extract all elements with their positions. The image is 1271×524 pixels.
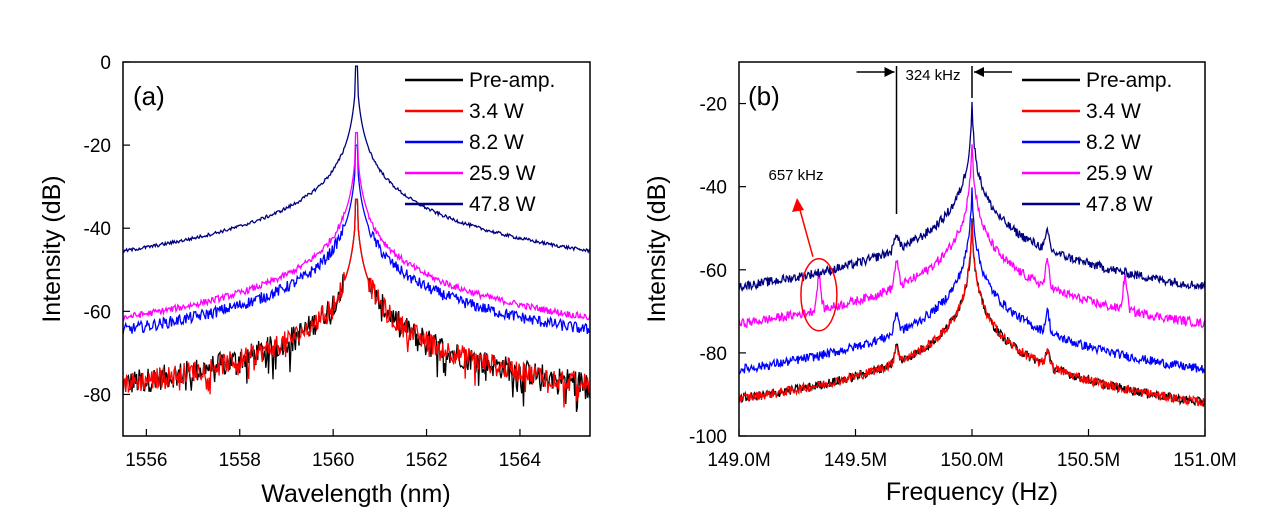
legend-label: Pre-amp. [1086, 69, 1172, 92]
panel-b-x-axis-title: Frequency (Hz) [886, 478, 1058, 506]
x-tick-label: 150.5M [1057, 450, 1120, 471]
x-tick-label: 149.5M [824, 450, 887, 471]
y-tick-label: -40 [700, 178, 727, 199]
x-tick-label: 1564 [499, 450, 542, 471]
panel-a-label: (a) [133, 81, 165, 111]
panel-b-label: (b) [748, 81, 780, 111]
series-line-47-8-w [739, 101, 1205, 293]
legend-label: 25.9 W [469, 162, 536, 185]
panel-b-series [739, 101, 1205, 408]
series-line-25-9-w [123, 131, 590, 321]
x-tick-label: 1558 [219, 450, 261, 471]
panel-a-ticks: 1556 1558 1560 1562 1564 0 -20 -40 -60 -80 [84, 53, 542, 471]
panel-b-annotations: 324 kHz 657 kHz [768, 66, 1012, 332]
sideband-highlight-ellipse [800, 257, 838, 332]
panel-b-plot-frame [738, 61, 1206, 437]
y-tick-label: -40 [84, 219, 111, 240]
panel-b-legend: Pre-amp. 3.4 W 8.2 W 25.9 W 47.8 W [1022, 69, 1172, 216]
legend-label: 3.4 W [1086, 100, 1141, 123]
y-tick-label: -60 [84, 302, 111, 323]
series-line-47-8-w [123, 65, 590, 254]
y-tick-label: -60 [700, 261, 727, 282]
panel-a-legend: Pre-amp. 3.4 W 8.2 W 25.9 W 47.8 W [405, 69, 555, 216]
panel-b-chart: 149.0M 149.5M 150.0M 150.5M 151.0M -20 -40 -60 -… [643, 61, 1237, 506]
legend-label: 47.8 W [1086, 193, 1153, 216]
sideband-annotation-label: 657 kHz [768, 167, 823, 184]
x-tick-label: 151.0M [1173, 450, 1236, 471]
x-tick-label: 1556 [125, 450, 167, 471]
legend-label: 8.2 W [1086, 131, 1141, 154]
legend-label: 25.9 W [1086, 162, 1153, 185]
legend-label: 47.8 W [469, 193, 536, 216]
y-tick-label: -100 [689, 427, 727, 448]
y-tick-label: -80 [84, 385, 111, 406]
spacing-annotation-label: 324 kHz [905, 67, 960, 84]
spacing-arrowhead-left [884, 67, 895, 77]
panel-b-ticks: 149.0M 149.5M 150.0M 150.5M 151.0M -20 -40 -60 -… [689, 95, 1237, 471]
series-line-3-4-w [123, 198, 590, 408]
x-tick-label: 1560 [312, 450, 354, 471]
x-tick-label: 1562 [405, 450, 447, 471]
y-tick-label: -20 [84, 136, 111, 157]
series-line-8-2-w [123, 144, 590, 335]
y-tick-label: -80 [700, 344, 727, 365]
sideband-arrowhead [792, 198, 804, 212]
y-tick-label: 0 [100, 53, 111, 74]
panel-b-y-axis-title: Intensity (dB) [643, 175, 671, 322]
x-tick-label: 149.0M [707, 450, 770, 471]
y-tick-label: -20 [700, 95, 727, 116]
x-tick-label: 150.0M [940, 450, 1003, 471]
panel-a-series [123, 65, 590, 413]
series-line-8-2-w [739, 187, 1205, 375]
series-line-3-4-w [739, 222, 1205, 407]
spacing-arrowhead-right [974, 67, 984, 77]
legend-label: 3.4 W [469, 100, 524, 123]
panel-a-chart: 1556 1558 1560 1562 1564 0 -20 -40 -60 -80 (a) Wa… [38, 53, 591, 508]
legend-label: 8.2 W [469, 131, 524, 154]
legend-label: Pre-amp. [469, 69, 555, 92]
panel-a-plot-frame [122, 61, 591, 437]
series-line-25-9-w [739, 144, 1205, 329]
sideband-arrow-line [799, 209, 814, 257]
panel-a-y-axis-title: Intensity (dB) [38, 175, 66, 322]
panel-a-x-axis-title: Wavelength (nm) [261, 480, 450, 508]
